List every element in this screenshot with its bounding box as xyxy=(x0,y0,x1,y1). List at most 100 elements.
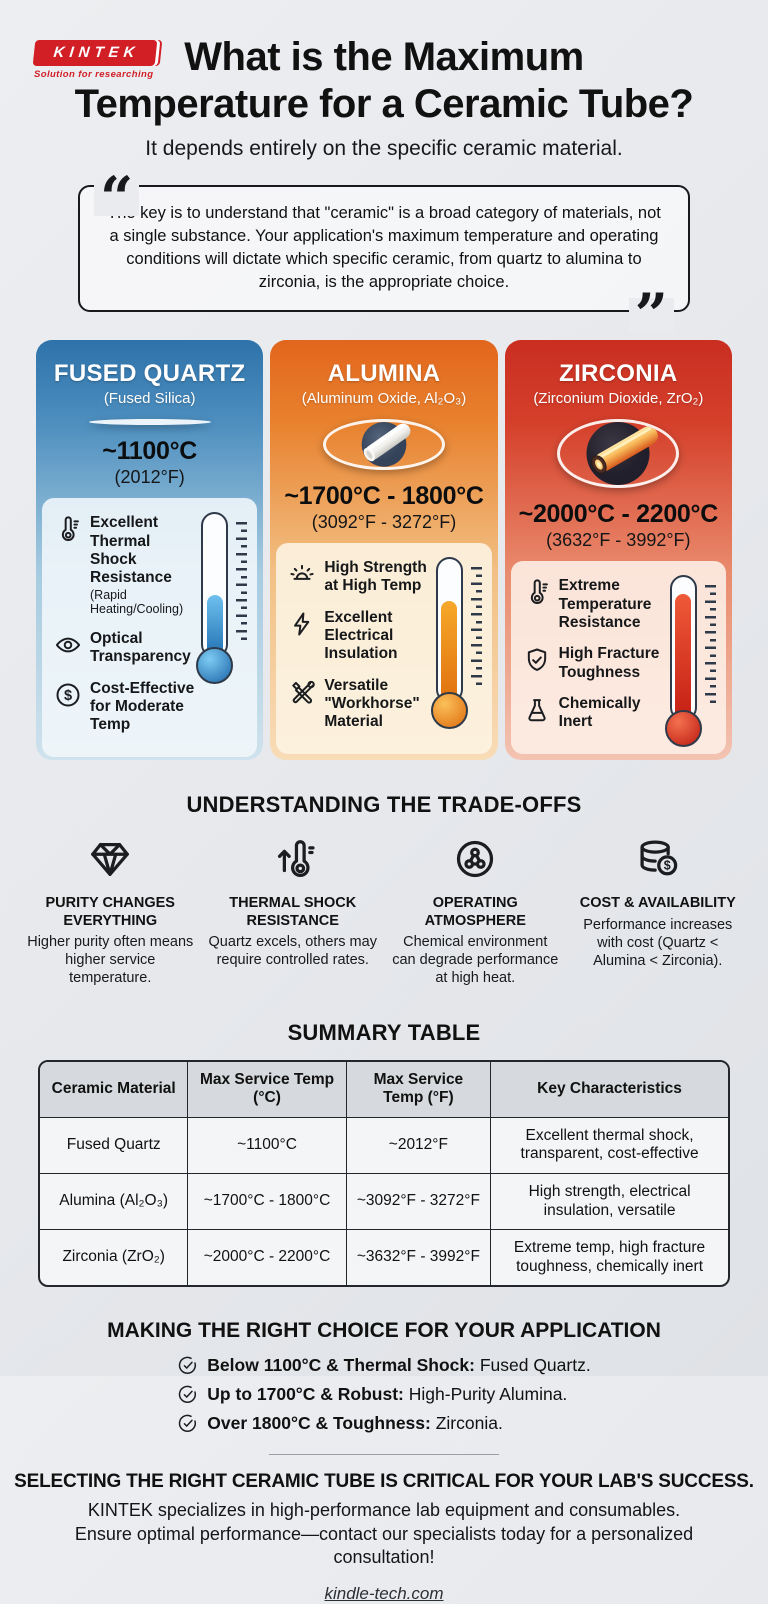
summary-table-title: SUMMARY TABLE xyxy=(287,1019,481,1045)
cell-temp-c: ~2000°C - 2200°C xyxy=(187,1229,347,1286)
flask-icon xyxy=(528,698,546,722)
open-quote-icon: “ xyxy=(94,170,140,227)
alumina-tube-image xyxy=(322,419,445,471)
cell-characteristics: High strength, electrical insulation, ve… xyxy=(490,1172,728,1231)
website-link[interactable]: kindle-tech.com xyxy=(324,1583,444,1603)
cost-icon: $ xyxy=(640,840,678,876)
footer-divider xyxy=(269,1454,499,1456)
table-row: Alumina (Al₂O₃) ~1700°C - 1800°C ~3092°F… xyxy=(40,1172,728,1231)
max-temp-fahrenheit: (3092°F - 3272°F) xyxy=(311,512,457,533)
kintek-logo: KINTEK Solution for researching xyxy=(32,40,158,80)
cell-characteristics: Excellent thermal shock, transparent, co… xyxy=(490,1116,728,1174)
tradeoff-body: Performance increases with cost (Quartz … xyxy=(583,916,733,970)
column-fused-quartz: FUSED QUARTZ (Fused Silica) ~1100°C (201… xyxy=(36,340,264,761)
atmosphere-icon xyxy=(457,841,494,878)
page-title: What is the Maximum Temperature for a Ce… xyxy=(30,34,738,128)
column-zirconia: ZIRCONIA (Zirconium Dioxide, ZrO₂) ~2000… xyxy=(504,340,732,761)
feature-text: Chemically Inert xyxy=(558,694,641,731)
feature-row: Optical Transparency xyxy=(54,630,199,667)
page-title-line2: Temperature for a Ceramic Tube? xyxy=(74,82,694,127)
thermal-shock-icon xyxy=(277,840,315,878)
bolt-icon xyxy=(294,612,310,636)
dollar-icon: $ xyxy=(56,683,80,707)
kintek-logo-tagline: Solution for researching xyxy=(34,69,154,80)
column-alumina: ALUMINA (Aluminum Oxide, Al₂O₃) ~1700°C … xyxy=(270,340,498,761)
choice-item: Over 1800°C & Toughness: Zirconia. xyxy=(177,1413,590,1434)
thermometer-icon xyxy=(61,516,79,542)
quote-box: “ The key is to understand that "ceramic… xyxy=(78,170,690,343)
thermometer-graphic xyxy=(664,575,718,748)
thermometer-ticks xyxy=(469,567,482,690)
choice-item: Below 1100°C & Thermal Shock: Fused Quar… xyxy=(177,1355,591,1376)
choices-list: Below 1100°C & Thermal Shock: Fused Quar… xyxy=(177,1355,591,1434)
close-quote-icon: ” xyxy=(628,286,674,343)
tradeoff-heading: OPERATING ATMOSPHERE xyxy=(424,895,526,929)
tradeoff-item: PURITY CHANGES EVERYTHING Higher purity … xyxy=(26,836,195,987)
material-columns: FUSED QUARTZ (Fused Silica) ~1100°C (201… xyxy=(36,340,732,761)
cell-material: Zirconia (ZrO₂) xyxy=(40,1229,189,1286)
tradeoff-heading: PURITY CHANGES EVERYTHING xyxy=(45,895,175,929)
cell-material: Alumina (Al₂O₃) xyxy=(40,1172,189,1231)
thermometer-bulb xyxy=(196,647,234,685)
thermometer-tube xyxy=(201,512,229,659)
choice-text: Over 1800°C & Toughness: Zirconia. xyxy=(207,1413,503,1434)
tradeoff-item: $ COST & AVAILABILITY Performance increa… xyxy=(574,836,743,987)
cell-characteristics: Extreme temp, high fracture toughness, c… xyxy=(490,1229,728,1286)
cell-temp-f: ~3632°F - 3992°F xyxy=(345,1229,492,1286)
check-circle-icon xyxy=(179,1386,197,1404)
col-header-characteristics: Key Characteristics xyxy=(490,1061,728,1118)
thermometer-fill xyxy=(206,594,223,657)
thermometer-graphic xyxy=(430,557,484,730)
col-header-temp-f: Max Service Temp (°F) xyxy=(345,1061,492,1118)
tradeoff-heading: COST & AVAILABILITY xyxy=(579,895,736,912)
cell-material: Fused Quartz xyxy=(40,1116,189,1174)
feature-text: Excellent Thermal Shock Resistance (Rapi… xyxy=(90,514,199,617)
feature-text: Versatile "Workhorse" Material xyxy=(324,676,420,731)
thermometer-bulb xyxy=(430,692,468,730)
check-circle-icon xyxy=(179,1415,197,1433)
tradeoff-item: THERMAL SHOCK RESISTANCE Quartz excels, … xyxy=(209,836,378,987)
max-temp-fahrenheit: (2012°F) xyxy=(114,467,185,488)
svg-text:$: $ xyxy=(663,859,670,873)
feature-note: (Rapid Heating/Cooling) xyxy=(90,587,184,617)
thermometer-tube xyxy=(435,557,463,704)
quartz-tube-image xyxy=(88,419,211,426)
feature-row: $ Cost-Effective for Moderate Temp xyxy=(54,680,199,735)
max-temp-fahrenheit: (3632°F - 3992°F) xyxy=(546,530,691,551)
tradeoff-body: Chemical environment can degrade perform… xyxy=(392,934,559,987)
thermometer-graphic xyxy=(196,512,249,685)
cell-temp-c: ~1100°C xyxy=(187,1116,347,1174)
max-temp-celsius: ~2000°C - 2200°C xyxy=(518,500,719,529)
feature-row: Chemically Inert xyxy=(523,695,668,732)
thermometer-ticks xyxy=(703,585,716,708)
tools-icon xyxy=(292,680,316,704)
choice-text: Below 1100°C & Thermal Shock: Fused Quar… xyxy=(207,1355,591,1376)
choices-title: MAKING THE RIGHT CHOICE FOR YOUR APPLICA… xyxy=(107,1319,661,1343)
tradeoffs-title: UNDERSTANDING THE TRADE-OFFS xyxy=(186,792,582,818)
footer-headline: SELECTING THE RIGHT CERAMIC TUBE IS CRIT… xyxy=(14,1471,754,1493)
feature-row: Extreme Temperature Resistance xyxy=(523,577,668,632)
quote-text: The key is to understand that "ceramic" … xyxy=(107,204,661,291)
choice-item: Up to 1700°C & Robust: High-Purity Alumi… xyxy=(177,1384,590,1405)
cell-temp-c: ~1700°C - 1800°C xyxy=(187,1172,347,1231)
column-subtitle: (Fused Silica) xyxy=(103,390,196,408)
cell-temp-f: ~2012°F xyxy=(345,1116,492,1174)
thermometer-ticks xyxy=(235,522,248,645)
tradeoff-body: Quartz excels, others may require contro… xyxy=(208,934,377,969)
feature-row: High Fracture Toughness xyxy=(523,645,668,682)
footer-body: KINTEK specializes in high-performance l… xyxy=(74,1500,694,1568)
kintek-logo-text: KINTEK xyxy=(32,40,158,66)
table-header-row: Ceramic Material Max Service Temp (°C) M… xyxy=(40,1061,728,1118)
column-title: ZIRCONIA xyxy=(559,360,678,388)
feature-text: Cost-Effective for Moderate Temp xyxy=(90,679,195,734)
summary-table: Ceramic Material Max Service Temp (°C) M… xyxy=(38,1059,730,1288)
eye-icon xyxy=(55,637,81,653)
svg-text:$: $ xyxy=(64,688,72,704)
feature-row: Excellent Thermal Shock Resistance (Rapi… xyxy=(54,514,199,617)
feature-text: Extreme Temperature Resistance xyxy=(558,577,652,632)
col-header-temp-c: Max Service Temp (°C) xyxy=(187,1061,347,1118)
choice-text: Up to 1700°C & Robust: High-Purity Alumi… xyxy=(207,1384,568,1405)
thermometer-fill xyxy=(675,593,692,720)
col-header-material: Ceramic Material xyxy=(40,1061,189,1118)
table-row: Fused Quartz ~1100°C ~2012°F Excellent t… xyxy=(40,1116,728,1174)
